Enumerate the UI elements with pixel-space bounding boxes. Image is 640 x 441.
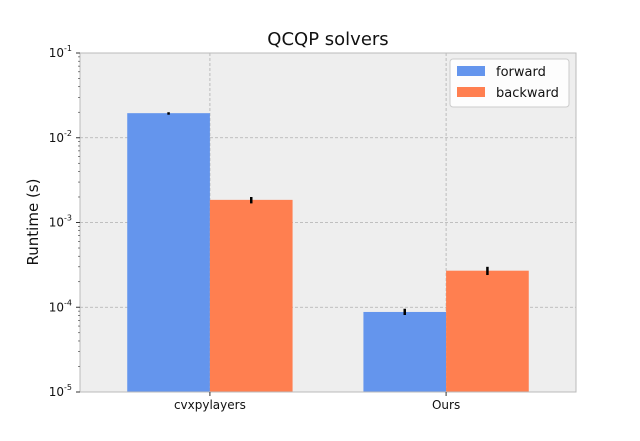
- legend-label-backward: backward: [496, 86, 559, 101]
- x-tick-label: cvxpylayers: [174, 398, 246, 412]
- bar-forward: [127, 113, 210, 393]
- x-tick-label: Ours: [432, 398, 460, 412]
- bar-backward: [446, 270, 529, 392]
- y-tick-label: 10-4: [49, 298, 72, 314]
- y-tick-label: 10-3: [49, 214, 72, 230]
- bar-backward: [209, 199, 293, 392]
- chart-title: QCQP solvers: [267, 29, 388, 50]
- y-tick-label: 10-2: [49, 129, 72, 145]
- legend-swatch-backward: [457, 87, 485, 97]
- y-tick-label: 10-1: [49, 44, 72, 60]
- legend-label-forward: forward: [496, 65, 546, 80]
- y-tick-label: 10-5: [49, 383, 72, 399]
- legend: forward backward: [449, 58, 570, 108]
- bars: [127, 112, 529, 393]
- ticks: 10-5 10-4 10-3 10-2 10-1 cvxpylayers Ours: [49, 44, 460, 412]
- legend-swatch-forward: [457, 66, 485, 76]
- y-axis-label: Runtime (s): [24, 179, 42, 266]
- bar-forward: [363, 311, 447, 392]
